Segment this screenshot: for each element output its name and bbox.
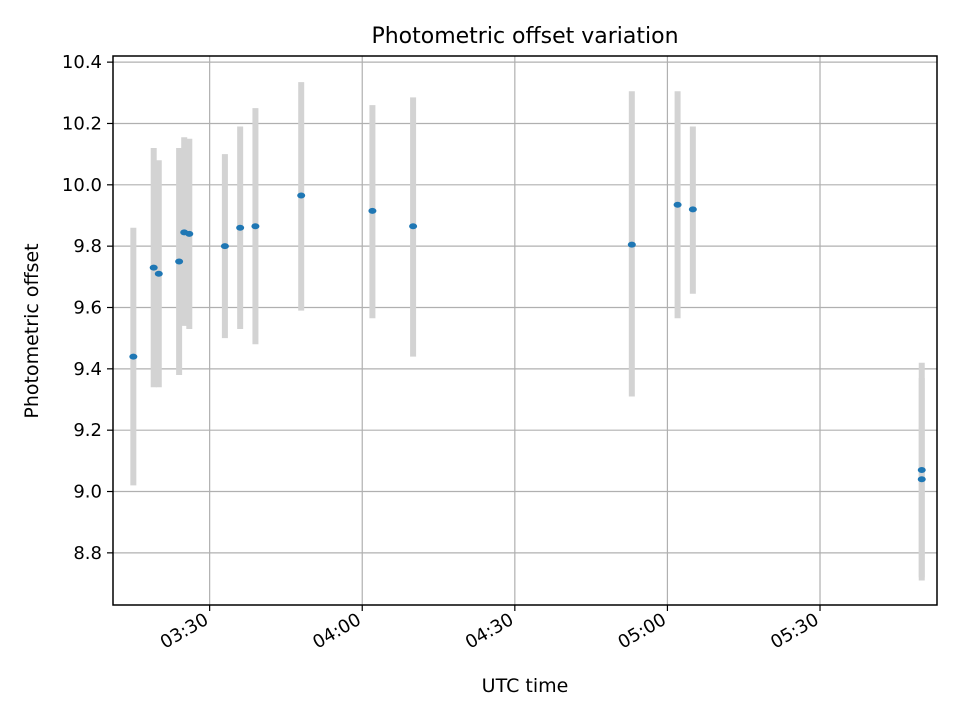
y-tick-label: 9.0 xyxy=(73,482,102,503)
data-point xyxy=(688,206,697,213)
data-point xyxy=(409,223,418,230)
data-point xyxy=(673,201,682,208)
data-point xyxy=(251,223,260,230)
y-axis-label: Photometric offset xyxy=(21,243,43,418)
data-point xyxy=(368,207,377,214)
y-tick-label: 10.2 xyxy=(62,113,102,134)
y-tick-label: 10.0 xyxy=(62,175,102,196)
data-point xyxy=(129,353,138,360)
y-axis: 8.8 9.0 9.2 9.4 9.6 9.8 10.0 10.2 10.4 xyxy=(62,52,113,564)
plot-frame xyxy=(112,55,938,606)
chart-title: Photometric offset variation xyxy=(371,24,678,49)
data-point xyxy=(917,467,926,474)
y-tick-label: 9.4 xyxy=(73,359,102,380)
data-point xyxy=(627,241,636,248)
data-point xyxy=(149,264,158,271)
y-tick-label: 9.6 xyxy=(73,297,102,318)
data-point xyxy=(297,192,306,199)
grid xyxy=(113,56,937,605)
data-point xyxy=(220,243,229,250)
data-point xyxy=(236,224,245,231)
x-axis-label: UTC time xyxy=(482,675,569,697)
y-tick-label: 10.4 xyxy=(62,52,102,73)
y-tick-label: 9.2 xyxy=(73,420,102,441)
data-point xyxy=(185,230,194,237)
data-point xyxy=(917,476,926,483)
data-points xyxy=(129,192,926,483)
data-point xyxy=(154,270,163,277)
data-point xyxy=(175,258,184,265)
y-tick-label: 8.8 xyxy=(73,543,102,564)
y-tick-label: 9.8 xyxy=(73,236,102,257)
